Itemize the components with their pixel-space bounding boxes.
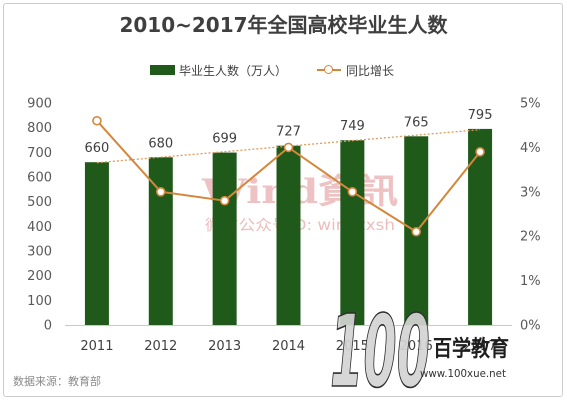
- y-left-tick-label: 800: [27, 121, 52, 136]
- x-tick-label-2012: 2012: [144, 339, 177, 354]
- logo-mark: 100: [330, 293, 430, 401]
- bar-2012: [148, 157, 173, 325]
- x-axis-labels: 2011 2012 2013 2014 2015 2016 2017: [80, 339, 496, 354]
- legend: 毕业生人数（万人） 同比增长: [150, 61, 394, 79]
- bar-value-labels: 660 680 699 727 749 765 795: [85, 108, 493, 156]
- chart-frame: [3, 3, 563, 397]
- bar-2014: [276, 145, 301, 325]
- bar-value-label-2016: 765: [404, 115, 429, 130]
- x-tick-label-2016: 2016: [400, 339, 433, 354]
- x-tick-label-2015: 2015: [336, 339, 369, 354]
- y-right-tick-label: 3%: [520, 185, 541, 200]
- bar-2017: [468, 128, 493, 325]
- bar-value-label-2017: 795: [468, 108, 493, 123]
- growth-series: [92, 115, 485, 237]
- y-left-tick-label: 200: [27, 269, 52, 284]
- bar-value-label-2012: 680: [148, 136, 173, 151]
- y-left-tick-label: 300: [27, 245, 52, 260]
- y-left-axis-labels: 0 100 200 300 400 500 600 700 800 900: [27, 97, 52, 334]
- legend-label-growth: 同比增长: [346, 63, 395, 78]
- x-tick-label-2017: 2017: [464, 339, 497, 354]
- y-left-tick-label: 700: [27, 146, 52, 161]
- bar-series: [84, 128, 493, 325]
- y-left-tick-label: 600: [27, 171, 52, 186]
- bar-value-label-2013: 699: [212, 132, 237, 147]
- legend-line-marker: [324, 65, 334, 74]
- y-left-tick-label: 100: [27, 294, 52, 309]
- data-source-note: 数据来源：教育部: [13, 375, 101, 388]
- x-tick-label-2013: 2013: [208, 339, 241, 354]
- y-right-axis-labels: 0% 1% 2% 3% 4% 5%: [520, 97, 541, 334]
- growth-point-2012: [155, 187, 166, 197]
- bar-value-label-2014: 727: [276, 125, 301, 140]
- growth-point-2011: [92, 115, 102, 126]
- legend-label-graduates: 毕业生人数（万人）: [179, 63, 288, 78]
- bar-2011: [84, 162, 109, 325]
- y-left-tick-label: 400: [27, 220, 52, 235]
- legend-item-growth: 同比增长: [317, 62, 394, 79]
- logo-url: www.100xue.net: [420, 367, 507, 380]
- y-right-tick-label: 1%: [520, 274, 541, 289]
- bar-2013: [212, 152, 237, 325]
- 100xue-logo: 100 百学教育 www.100xue.net: [329, 292, 509, 401]
- legend-bar-swatch: [150, 65, 175, 75]
- y-left-tick-label: 900: [27, 97, 52, 112]
- growth-point-2015: [347, 187, 358, 197]
- y-right-tick-label: 0%: [520, 319, 541, 334]
- bar-value-label-2015: 749: [340, 119, 365, 134]
- x-tick-label-2011: 2011: [80, 339, 113, 354]
- growth-point-2013: [219, 195, 230, 206]
- growth-point-2014: [283, 142, 294, 153]
- legend-line-swatch: [317, 64, 342, 76]
- growth-point-2016: [411, 226, 422, 237]
- chart-title: 2010~2017年全国高校毕业生人数: [119, 13, 448, 37]
- growth-point-2017: [475, 147, 485, 157]
- y-left-tick-label: 0: [44, 319, 52, 334]
- bar-value-label-2011: 660: [85, 141, 110, 156]
- x-tick-label-2014: 2014: [272, 339, 305, 354]
- y-left-tick-label: 500: [27, 195, 52, 210]
- bar-2015: [340, 140, 365, 325]
- legend-item-graduates: 毕业生人数（万人）: [150, 62, 287, 79]
- y-right-tick-label: 4%: [520, 141, 541, 156]
- y-right-tick-label: 5%: [520, 97, 541, 112]
- y-right-tick-label: 2%: [520, 230, 541, 245]
- logo-name: 百学教育: [433, 336, 509, 362]
